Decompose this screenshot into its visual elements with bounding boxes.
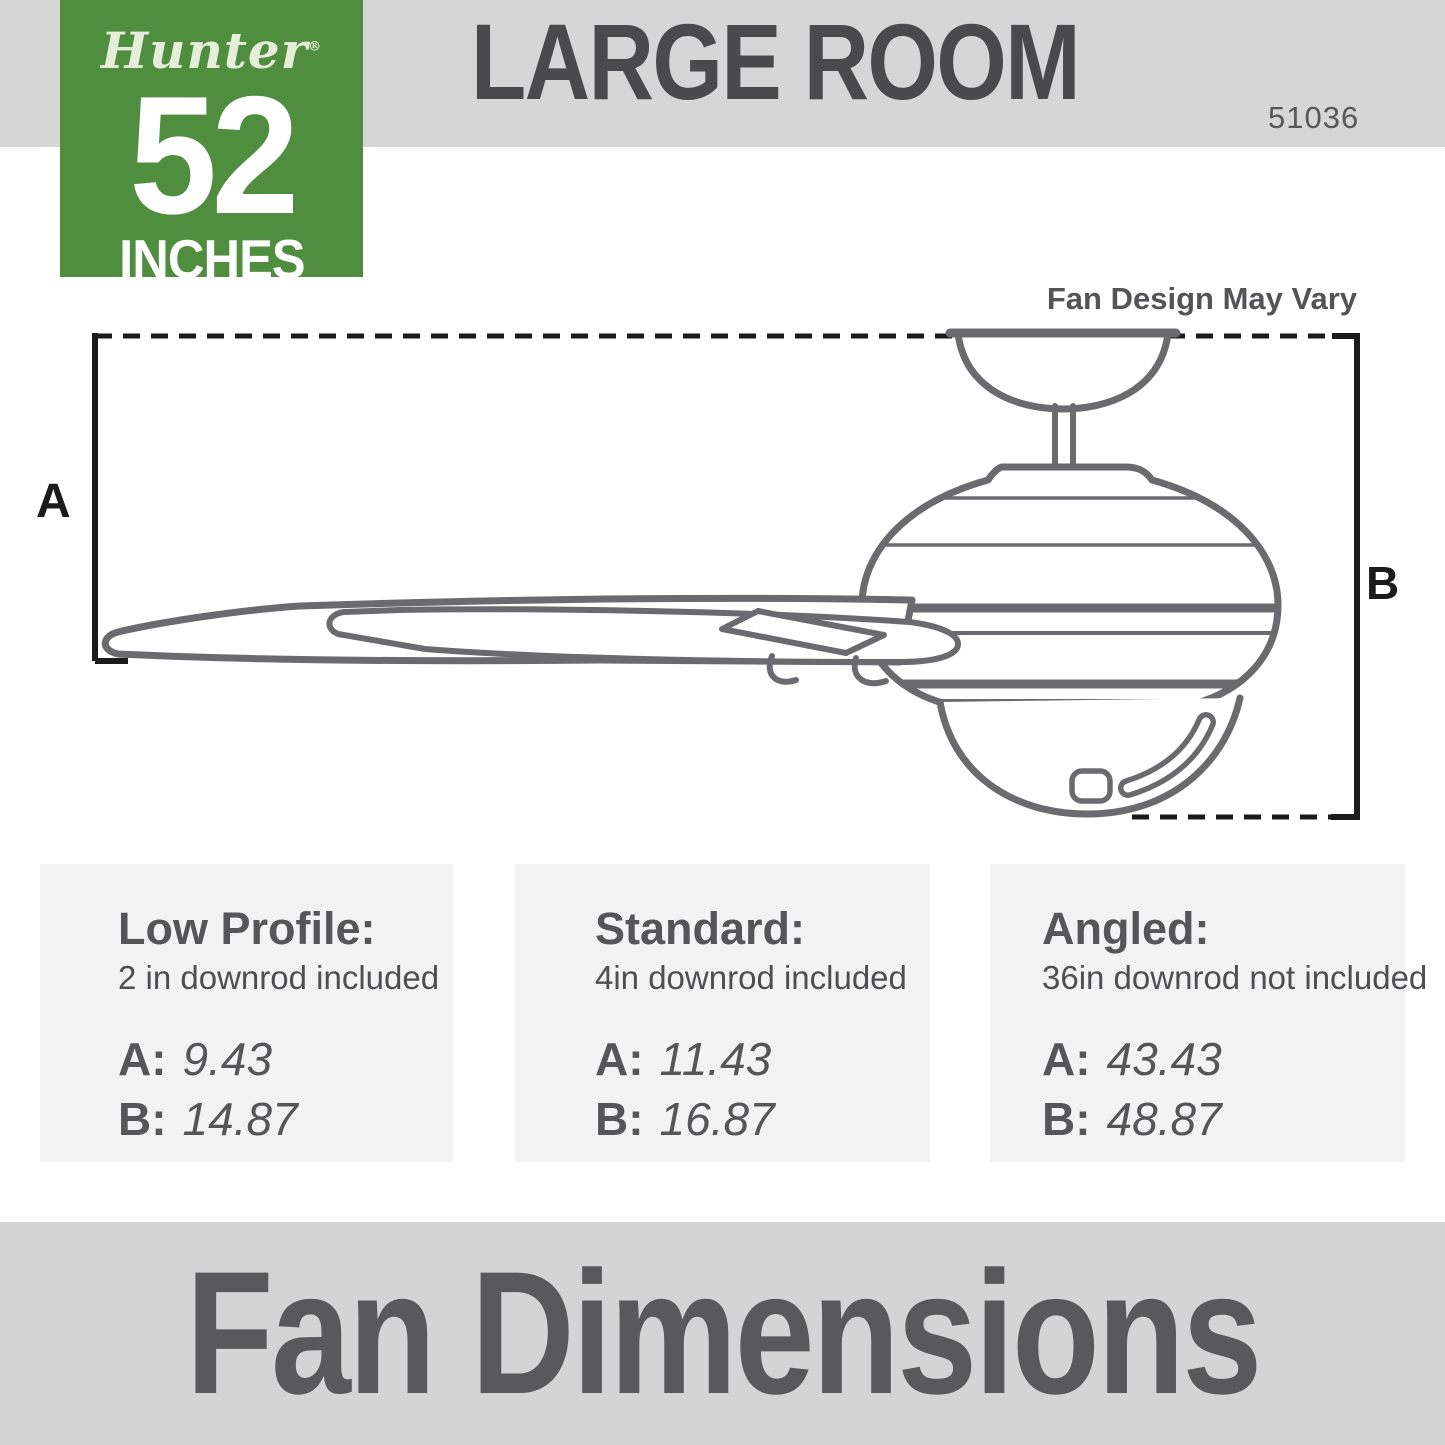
spec-dim-b: B: 14.87 xyxy=(118,1090,453,1150)
light-dome xyxy=(936,694,1244,818)
dome-slot-inner xyxy=(1123,717,1211,793)
spec-box-low-profile: Low Profile: 2 in downrod included A: 9.… xyxy=(40,864,453,1162)
dim-a-label: A: xyxy=(1042,1033,1091,1085)
spec-subtitle: 4in downrod included xyxy=(595,959,907,996)
fan-size-number: 52 xyxy=(129,61,299,249)
dim-a-value: 9.43 xyxy=(182,1033,273,1085)
dimension-lines xyxy=(92,333,1360,820)
bottom-band: Fan Dimensions xyxy=(0,1222,1445,1445)
blade-iron-plate xyxy=(719,608,887,656)
dim-bracket-a xyxy=(92,333,128,664)
spec-subtitle: 2 in downrod included xyxy=(118,959,440,996)
hunter-logo: Hunter® xyxy=(101,26,322,76)
spec-dim-b: B: 48.87 xyxy=(1042,1090,1405,1150)
dim-b-value: 14.87 xyxy=(182,1092,298,1145)
spec-subtitle: 36in downrod not included xyxy=(1042,959,1428,996)
spec-dim-a: A: 9.43 xyxy=(118,1030,453,1090)
fan-size-unit: INCHES xyxy=(118,227,306,290)
footer-title: Fan Dimensions xyxy=(185,1236,1262,1431)
page-title: LARGE ROOM xyxy=(470,1,1081,122)
dim-b-label: B: xyxy=(1042,1092,1091,1145)
size-badge: Hunter® 52 INCHES xyxy=(60,0,363,286)
dim-a-label: A: xyxy=(118,1033,167,1085)
spec-box-standard: Standard: 4in downrod included A: 11.43 … xyxy=(515,864,930,1162)
motor-housing xyxy=(858,463,1282,708)
dim-a-value: 11.43 xyxy=(659,1033,772,1085)
dim-a-label: A: xyxy=(595,1033,644,1085)
dim-b-label: B: xyxy=(595,1092,644,1145)
registered-mark: ® xyxy=(308,39,323,55)
spec-box-angled: Angled: 36in downrod not included A: 43.… xyxy=(990,864,1428,1162)
fan-drawing xyxy=(101,328,1282,818)
dim-a-value: 43.43 xyxy=(1106,1033,1222,1085)
dim-bracket-b xyxy=(1331,333,1360,820)
dim-b-value: 48.87 xyxy=(1106,1092,1222,1145)
dim-label-b: B xyxy=(1366,557,1399,609)
spec-title: Low Profile: xyxy=(118,903,376,954)
hunter-logo-text: Hunter xyxy=(100,21,309,80)
dim-b-value: 16.87 xyxy=(659,1092,775,1145)
spec-dim-a: A: 43.43 xyxy=(1042,1030,1405,1090)
spec-title: Angled: xyxy=(1042,903,1210,954)
model-number: 51036 xyxy=(1268,100,1360,135)
spec-title: Standard: xyxy=(595,903,806,954)
spec-dim-b: B: 16.87 xyxy=(595,1090,930,1150)
dome-hole xyxy=(1069,768,1113,804)
blade-bracket xyxy=(766,653,889,687)
dim-label-a: A xyxy=(36,475,71,528)
spec-dim-a: A: 11.43 xyxy=(595,1030,930,1090)
downrod xyxy=(1052,403,1076,470)
dim-b-label: B: xyxy=(118,1092,167,1145)
fan-diagram: A B xyxy=(36,328,1399,820)
fan-design-note: Fan Design May Vary xyxy=(1046,281,1357,316)
ceiling-canopy xyxy=(954,330,1172,413)
